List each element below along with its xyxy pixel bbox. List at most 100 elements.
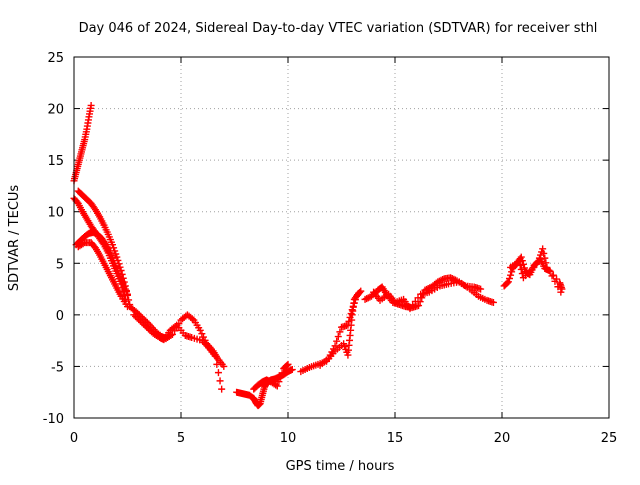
- data-point: [146, 326, 154, 334]
- data-point: [414, 294, 422, 302]
- data-point: [351, 296, 359, 304]
- data-point: [79, 240, 87, 248]
- data-point: [344, 321, 352, 329]
- data-point: [549, 271, 557, 279]
- data-point: [283, 361, 291, 369]
- data-point: [141, 322, 149, 330]
- data-point: [110, 244, 118, 252]
- data-point: [541, 254, 549, 262]
- data-point: [132, 312, 140, 320]
- data-point: [138, 319, 146, 327]
- data-point: [125, 296, 133, 304]
- data-point: [196, 326, 204, 334]
- data-point: [415, 302, 423, 310]
- data-point: [349, 302, 357, 310]
- y-tick-label: -5: [51, 360, 64, 375]
- data-point: [503, 279, 511, 287]
- data-point: [328, 348, 336, 356]
- y-tick-label: -10: [43, 412, 64, 427]
- x-tick-label: 0: [70, 431, 78, 446]
- data-point: [171, 322, 179, 330]
- data-point: [439, 276, 447, 284]
- data-point: [214, 369, 222, 377]
- x-tick-label: 10: [280, 431, 297, 446]
- data-point: [220, 362, 228, 370]
- data-point: [508, 268, 516, 276]
- data-point: [116, 263, 124, 271]
- x-axis-label: GPS time / hours: [286, 459, 395, 474]
- data-point: [545, 267, 553, 275]
- data-point: [273, 382, 281, 390]
- data-point: [143, 323, 151, 331]
- data-point: [288, 366, 296, 374]
- grid-layer: [74, 57, 609, 418]
- y-tick-label: 20: [47, 103, 64, 118]
- data-point: [516, 261, 524, 269]
- data-point: [133, 314, 141, 322]
- data-point: [406, 305, 414, 313]
- data-point: [278, 369, 286, 377]
- data-point: [517, 265, 525, 273]
- data-point: [218, 385, 226, 393]
- y-tick-label: 5: [56, 257, 64, 272]
- data-point: [346, 313, 354, 321]
- data-point: [548, 272, 556, 280]
- data-layer: [70, 101, 566, 410]
- data-point: [124, 290, 131, 298]
- data-point: [216, 377, 224, 385]
- data-point: [364, 294, 372, 302]
- data-point: [437, 276, 445, 284]
- data-point: [213, 360, 221, 368]
- x-tick-label: 15: [387, 431, 404, 446]
- data-point: [336, 328, 344, 336]
- data-point: [130, 311, 138, 319]
- data-point: [136, 317, 144, 325]
- data-point: [539, 245, 547, 253]
- data-point: [363, 295, 371, 303]
- data-point: [333, 337, 341, 345]
- data-point: [489, 298, 497, 306]
- data-point: [348, 306, 356, 314]
- x-tick-label: 25: [601, 431, 618, 446]
- data-point: [356, 288, 364, 296]
- data-point: [540, 249, 548, 257]
- plot-frame: [73, 56, 610, 419]
- data-point: [409, 301, 417, 309]
- data-point: [350, 299, 358, 307]
- data-point: [331, 342, 339, 350]
- data-point: [275, 378, 283, 386]
- data-point: [357, 287, 365, 295]
- x-tick-label: 20: [494, 431, 511, 446]
- data-point: [109, 241, 117, 249]
- data-point: [140, 320, 148, 328]
- y-tick-label: 10: [47, 206, 64, 221]
- data-point: [334, 333, 342, 341]
- data-point: [520, 264, 528, 272]
- data-point: [188, 315, 196, 323]
- data-point: [448, 274, 456, 282]
- data-point: [558, 285, 566, 293]
- y-axis-label: SDTVAR / TECUs: [7, 185, 22, 292]
- data-point: [325, 354, 333, 362]
- data-point: [284, 360, 292, 368]
- data-point: [515, 257, 523, 265]
- data-point: [504, 278, 512, 286]
- x-tick-label: 5: [177, 431, 185, 446]
- data-point: [135, 315, 143, 323]
- data-point: [112, 250, 120, 258]
- data-point: [87, 101, 95, 109]
- data-point: [198, 330, 206, 338]
- data-point: [477, 285, 485, 293]
- data-point: [557, 288, 565, 296]
- data-point: [424, 285, 432, 293]
- data-point: [347, 310, 355, 318]
- y-tick-label: 15: [47, 154, 64, 169]
- data-point: [144, 325, 152, 333]
- chart-title: Day 046 of 2024, Sidereal Day-to-day VTE…: [79, 21, 598, 36]
- tick-layer: 0 5 10 15 20 25 -10 -5 0 5 10 15 20 25: [43, 51, 618, 446]
- data-point: [519, 260, 527, 268]
- data-point: [411, 297, 419, 305]
- data-point: [505, 274, 513, 282]
